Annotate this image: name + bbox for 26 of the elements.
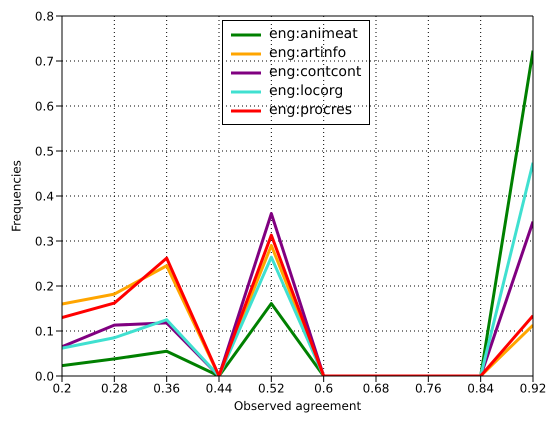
legend-label: eng:animeat bbox=[269, 25, 358, 44]
y-tick-label: 0.7 bbox=[34, 54, 54, 68]
x-tick-label: 0.36 bbox=[153, 382, 180, 396]
legend-label: eng:contcont bbox=[269, 63, 362, 82]
y-tick-label: 0.6 bbox=[34, 99, 54, 114]
y-tick-label: 0.2 bbox=[34, 279, 54, 294]
y-tick-label: 0.1 bbox=[34, 324, 54, 338]
x-tick-label: 0.44 bbox=[206, 382, 232, 396]
legend-label: eng:artinfo bbox=[269, 44, 346, 63]
y-tick-label: 0.3 bbox=[34, 234, 54, 248]
x-tick-label: 0.76 bbox=[414, 382, 442, 396]
y-tick-label: 0.5 bbox=[34, 144, 54, 158]
x-tick-label: 0.2 bbox=[52, 382, 72, 396]
y-axis-title: Frequencies bbox=[9, 160, 24, 232]
x-tick-label: 0.92 bbox=[520, 382, 546, 396]
x-axis-title: Observed agreement bbox=[234, 399, 362, 413]
y-tick-label: 0.0 bbox=[34, 369, 54, 384]
x-tick-label: 0.28 bbox=[100, 382, 128, 396]
x-tick-label: 0.52 bbox=[258, 382, 285, 396]
legend-label: eng:procres bbox=[269, 101, 352, 120]
legend-label: eng:locorg bbox=[269, 82, 344, 101]
y-tick-label: 0.4 bbox=[34, 189, 54, 204]
x-tick-label: 0.84 bbox=[467, 382, 494, 396]
y-tick-label: 0.8 bbox=[34, 9, 54, 24]
x-tick-label: 0.6 bbox=[314, 382, 334, 396]
x-tick-label: 0.68 bbox=[362, 382, 390, 396]
